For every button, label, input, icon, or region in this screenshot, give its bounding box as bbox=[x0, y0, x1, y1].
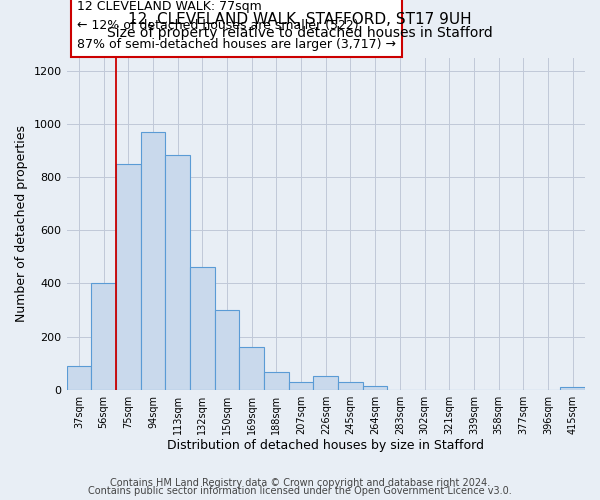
Y-axis label: Number of detached properties: Number of detached properties bbox=[15, 125, 28, 322]
Text: 12, CLEVELAND WALK, STAFFORD, ST17 9UH: 12, CLEVELAND WALK, STAFFORD, ST17 9UH bbox=[128, 12, 472, 26]
Bar bbox=[289, 382, 313, 390]
Bar bbox=[560, 387, 585, 390]
X-axis label: Distribution of detached houses by size in Stafford: Distribution of detached houses by size … bbox=[167, 440, 484, 452]
Text: Contains public sector information licensed under the Open Government Licence v3: Contains public sector information licen… bbox=[88, 486, 512, 496]
Bar bbox=[239, 347, 264, 390]
Bar bbox=[67, 366, 91, 390]
Text: Size of property relative to detached houses in Stafford: Size of property relative to detached ho… bbox=[107, 26, 493, 40]
Text: 12 CLEVELAND WALK: 77sqm
← 12% of detached houses are smaller (522)
87% of semi-: 12 CLEVELAND WALK: 77sqm ← 12% of detach… bbox=[77, 0, 396, 51]
Bar bbox=[313, 376, 338, 390]
Bar bbox=[91, 284, 116, 390]
Bar bbox=[338, 382, 363, 390]
Bar bbox=[116, 164, 140, 390]
Bar bbox=[190, 268, 215, 390]
Bar bbox=[140, 132, 165, 390]
Bar bbox=[165, 154, 190, 390]
Bar bbox=[363, 386, 388, 390]
Bar bbox=[215, 310, 239, 390]
Text: Contains HM Land Registry data © Crown copyright and database right 2024.: Contains HM Land Registry data © Crown c… bbox=[110, 478, 490, 488]
Bar bbox=[264, 372, 289, 390]
